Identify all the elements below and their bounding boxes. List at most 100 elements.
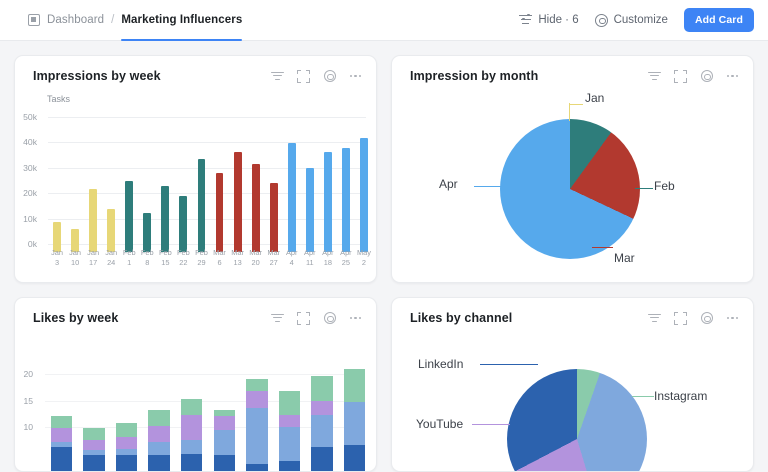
bar-segment (50, 447, 73, 471)
card-tools (648, 311, 739, 325)
stacked-bar (115, 391, 138, 471)
gear-icon[interactable] (323, 70, 336, 83)
card-header: Likes by channel (392, 298, 753, 327)
bar (341, 147, 350, 252)
bar-segment (213, 409, 236, 417)
gear-icon[interactable] (700, 312, 713, 325)
x-axis-tick-label: Feb 29 (195, 248, 208, 267)
gear-icon[interactable] (323, 312, 336, 325)
breadcrumb-dashboard[interactable]: Dashboard (28, 14, 104, 26)
gridline (48, 193, 366, 195)
more-icon[interactable] (726, 70, 739, 83)
leader-line (569, 104, 583, 106)
x-axis-tick-label: Jan 3 (51, 248, 63, 267)
x-axis-tick-label: Jan 17 (87, 248, 100, 267)
bar-segment (115, 437, 138, 450)
pie-slice-label: LinkedIn (418, 357, 464, 371)
gear-icon (594, 13, 608, 27)
filter-icon[interactable] (648, 70, 661, 83)
gear-icon[interactable] (700, 70, 713, 83)
bar (125, 180, 134, 252)
x-axis-tick-label: Jan 24 (105, 248, 118, 267)
filter-icon[interactable] (271, 312, 284, 325)
gridline (48, 117, 366, 118)
bar (323, 151, 332, 252)
y-axis-tick-label: 40k (23, 137, 37, 148)
bar-segment (50, 428, 73, 442)
card-title: Impression by month (410, 69, 539, 83)
bar-segment (246, 379, 268, 392)
card-tools (648, 69, 739, 83)
y-axis-title: Tasks (47, 94, 71, 104)
y-axis-tick-label: 0k (27, 239, 37, 249)
stacked-bar (148, 383, 170, 471)
expand-icon[interactable] (297, 311, 310, 325)
bar (71, 229, 80, 252)
stacked-bar (83, 401, 105, 471)
stacked-bar (50, 390, 73, 471)
bar-segment (148, 426, 170, 443)
bar (179, 196, 188, 252)
more-icon[interactable] (726, 312, 739, 325)
x-axis-tick-label: Feb 15 (158, 248, 172, 267)
bar-segment (115, 449, 138, 455)
more-icon[interactable] (349, 70, 362, 83)
stacked-bar (311, 354, 333, 471)
bar-chart-impressions: Tasks 0k 10k 20k 30k 40k 50k Jan 3 Jan 10 Jan 17 J… (15, 85, 376, 282)
bar-segment (246, 391, 268, 408)
stacked-bar (180, 372, 203, 471)
gridline (48, 167, 366, 169)
breadcrumb-active-tab[interactable]: Marketing Influencers (121, 0, 243, 41)
bar-segment (278, 414, 301, 427)
bar-segment (311, 375, 333, 402)
top-bar: Dashboard / Marketing Influencers Hide ·… (0, 0, 768, 41)
add-card-button[interactable]: Add Card (683, 8, 754, 32)
filter-icon[interactable] (648, 312, 661, 325)
bar-segment (148, 454, 170, 471)
expand-icon[interactable] (674, 69, 687, 83)
gridline (48, 142, 366, 144)
bar-segment (343, 369, 366, 403)
x-axis-tick-label: Apr 11 (304, 248, 316, 267)
card-header: Impressions by week (15, 56, 376, 85)
expand-icon[interactable] (297, 69, 310, 83)
card-header: Impression by month (392, 56, 753, 85)
expand-icon[interactable] (674, 311, 687, 325)
bar-segment (83, 428, 105, 440)
bar-segment (180, 440, 203, 454)
bar-segment (180, 415, 203, 441)
card-title: Impressions by week (33, 69, 161, 83)
bar-segment (246, 464, 268, 471)
pie-slice-label: Jan (585, 91, 605, 105)
y-axis-tick-label: 15 (23, 395, 33, 406)
bar-segment (83, 450, 105, 455)
gridline (48, 244, 366, 245)
customize-button[interactable]: Customize (594, 13, 668, 27)
dashboard-icon (28, 14, 40, 26)
bar-segment (50, 416, 73, 429)
more-icon[interactable] (349, 312, 362, 325)
x-axis-tick-label: Feb 1 (122, 248, 136, 267)
y-axis-tick-label: 50k (23, 112, 37, 122)
stacked-bar (213, 383, 236, 471)
bar-segment (83, 439, 105, 451)
pie (500, 119, 640, 259)
x-axis-tick-label: Apr 18 (322, 248, 334, 267)
bar (143, 212, 152, 252)
sliders-icon (519, 13, 533, 26)
bar-segment (115, 454, 138, 471)
bar-segment (148, 409, 170, 426)
bar-segment (311, 447, 333, 471)
filter-icon[interactable] (271, 70, 284, 83)
leader-line (635, 188, 653, 190)
bar (107, 208, 116, 252)
leader-line (474, 186, 512, 188)
card-impression-by-month: Impression by month Jan Feb Mar Apr (391, 55, 754, 283)
hide-button[interactable]: Hide · 6 (519, 13, 579, 26)
gridline (48, 218, 366, 220)
leader-line (472, 424, 510, 426)
bar-segment (311, 401, 333, 416)
customize-label: Customize (613, 14, 668, 26)
leader-line (632, 396, 654, 398)
x-axis-tick-label: Apr 4 (285, 248, 298, 267)
